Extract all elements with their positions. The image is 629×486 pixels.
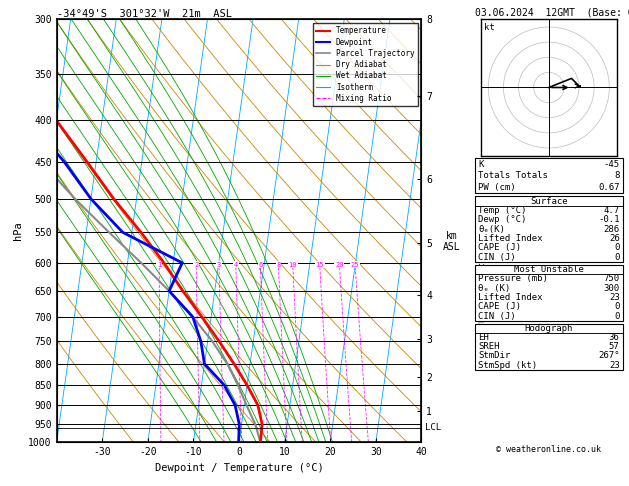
Text: EH: EH bbox=[478, 333, 489, 342]
Text: CIN (J): CIN (J) bbox=[478, 253, 516, 262]
Text: 0: 0 bbox=[614, 312, 620, 321]
Text: 1: 1 bbox=[157, 261, 161, 268]
Text: Pressure (mb): Pressure (mb) bbox=[478, 274, 548, 283]
Text: 267°: 267° bbox=[598, 351, 620, 361]
Text: 03.06.2024  12GMT  (Base: 06): 03.06.2024 12GMT (Base: 06) bbox=[475, 7, 629, 17]
Text: CIN (J): CIN (J) bbox=[478, 312, 516, 321]
Text: StmSpd (kt): StmSpd (kt) bbox=[478, 361, 537, 370]
X-axis label: Dewpoint / Temperature (°C): Dewpoint / Temperature (°C) bbox=[155, 463, 323, 473]
Text: 0: 0 bbox=[614, 243, 620, 252]
Text: 57: 57 bbox=[609, 342, 620, 351]
Text: 3: 3 bbox=[217, 261, 221, 268]
Text: 25: 25 bbox=[351, 261, 359, 268]
Text: 0.67: 0.67 bbox=[598, 183, 620, 192]
Text: Lifted Index: Lifted Index bbox=[478, 293, 543, 302]
Text: 8: 8 bbox=[614, 172, 620, 180]
Text: Surface: Surface bbox=[530, 196, 567, 206]
Text: 23: 23 bbox=[609, 293, 620, 302]
Text: 4: 4 bbox=[234, 261, 238, 268]
Text: 4.7: 4.7 bbox=[603, 206, 620, 215]
Text: LCL: LCL bbox=[425, 423, 441, 432]
Text: 0: 0 bbox=[614, 253, 620, 262]
Text: CAPE (J): CAPE (J) bbox=[478, 243, 521, 252]
Text: 0: 0 bbox=[614, 302, 620, 312]
Text: 286: 286 bbox=[603, 225, 620, 234]
Text: K: K bbox=[478, 160, 484, 169]
Text: Most Unstable: Most Unstable bbox=[514, 265, 584, 274]
Text: 300: 300 bbox=[603, 284, 620, 293]
Text: StmDir: StmDir bbox=[478, 351, 510, 361]
Text: θₑ(K): θₑ(K) bbox=[478, 225, 505, 234]
Text: 10: 10 bbox=[289, 261, 297, 268]
Text: CAPE (J): CAPE (J) bbox=[478, 302, 521, 312]
Text: 2: 2 bbox=[194, 261, 198, 268]
Legend: Temperature, Dewpoint, Parcel Trajectory, Dry Adiabat, Wet Adiabat, Isotherm, Mi: Temperature, Dewpoint, Parcel Trajectory… bbox=[313, 23, 418, 106]
Text: -34°49'S  301°32'W  21m  ASL: -34°49'S 301°32'W 21m ASL bbox=[57, 9, 231, 18]
Text: Temp (°C): Temp (°C) bbox=[478, 206, 526, 215]
Text: PW (cm): PW (cm) bbox=[478, 183, 516, 192]
Text: 750: 750 bbox=[603, 274, 620, 283]
Text: Dewp (°C): Dewp (°C) bbox=[478, 215, 526, 224]
Text: Hodograph: Hodograph bbox=[525, 324, 573, 333]
Text: kt: kt bbox=[484, 23, 494, 32]
Text: 36: 36 bbox=[609, 333, 620, 342]
Text: Lifted Index: Lifted Index bbox=[478, 234, 543, 243]
Text: θₑ (K): θₑ (K) bbox=[478, 284, 510, 293]
Text: -0.1: -0.1 bbox=[598, 215, 620, 224]
Text: 20: 20 bbox=[335, 261, 343, 268]
Y-axis label: km
ASL: km ASL bbox=[443, 231, 460, 252]
Text: SREH: SREH bbox=[478, 342, 499, 351]
Text: 6: 6 bbox=[259, 261, 262, 268]
Text: 23: 23 bbox=[609, 361, 620, 370]
Text: 26: 26 bbox=[609, 234, 620, 243]
Text: 8: 8 bbox=[276, 261, 281, 268]
Text: © weatheronline.co.uk: © weatheronline.co.uk bbox=[496, 445, 601, 454]
Text: Totals Totals: Totals Totals bbox=[478, 172, 548, 180]
Y-axis label: hPa: hPa bbox=[13, 222, 23, 240]
Text: 15: 15 bbox=[315, 261, 324, 268]
Text: Mixing Ratio (g/kg): Mixing Ratio (g/kg) bbox=[476, 247, 485, 342]
Text: -45: -45 bbox=[603, 160, 620, 169]
